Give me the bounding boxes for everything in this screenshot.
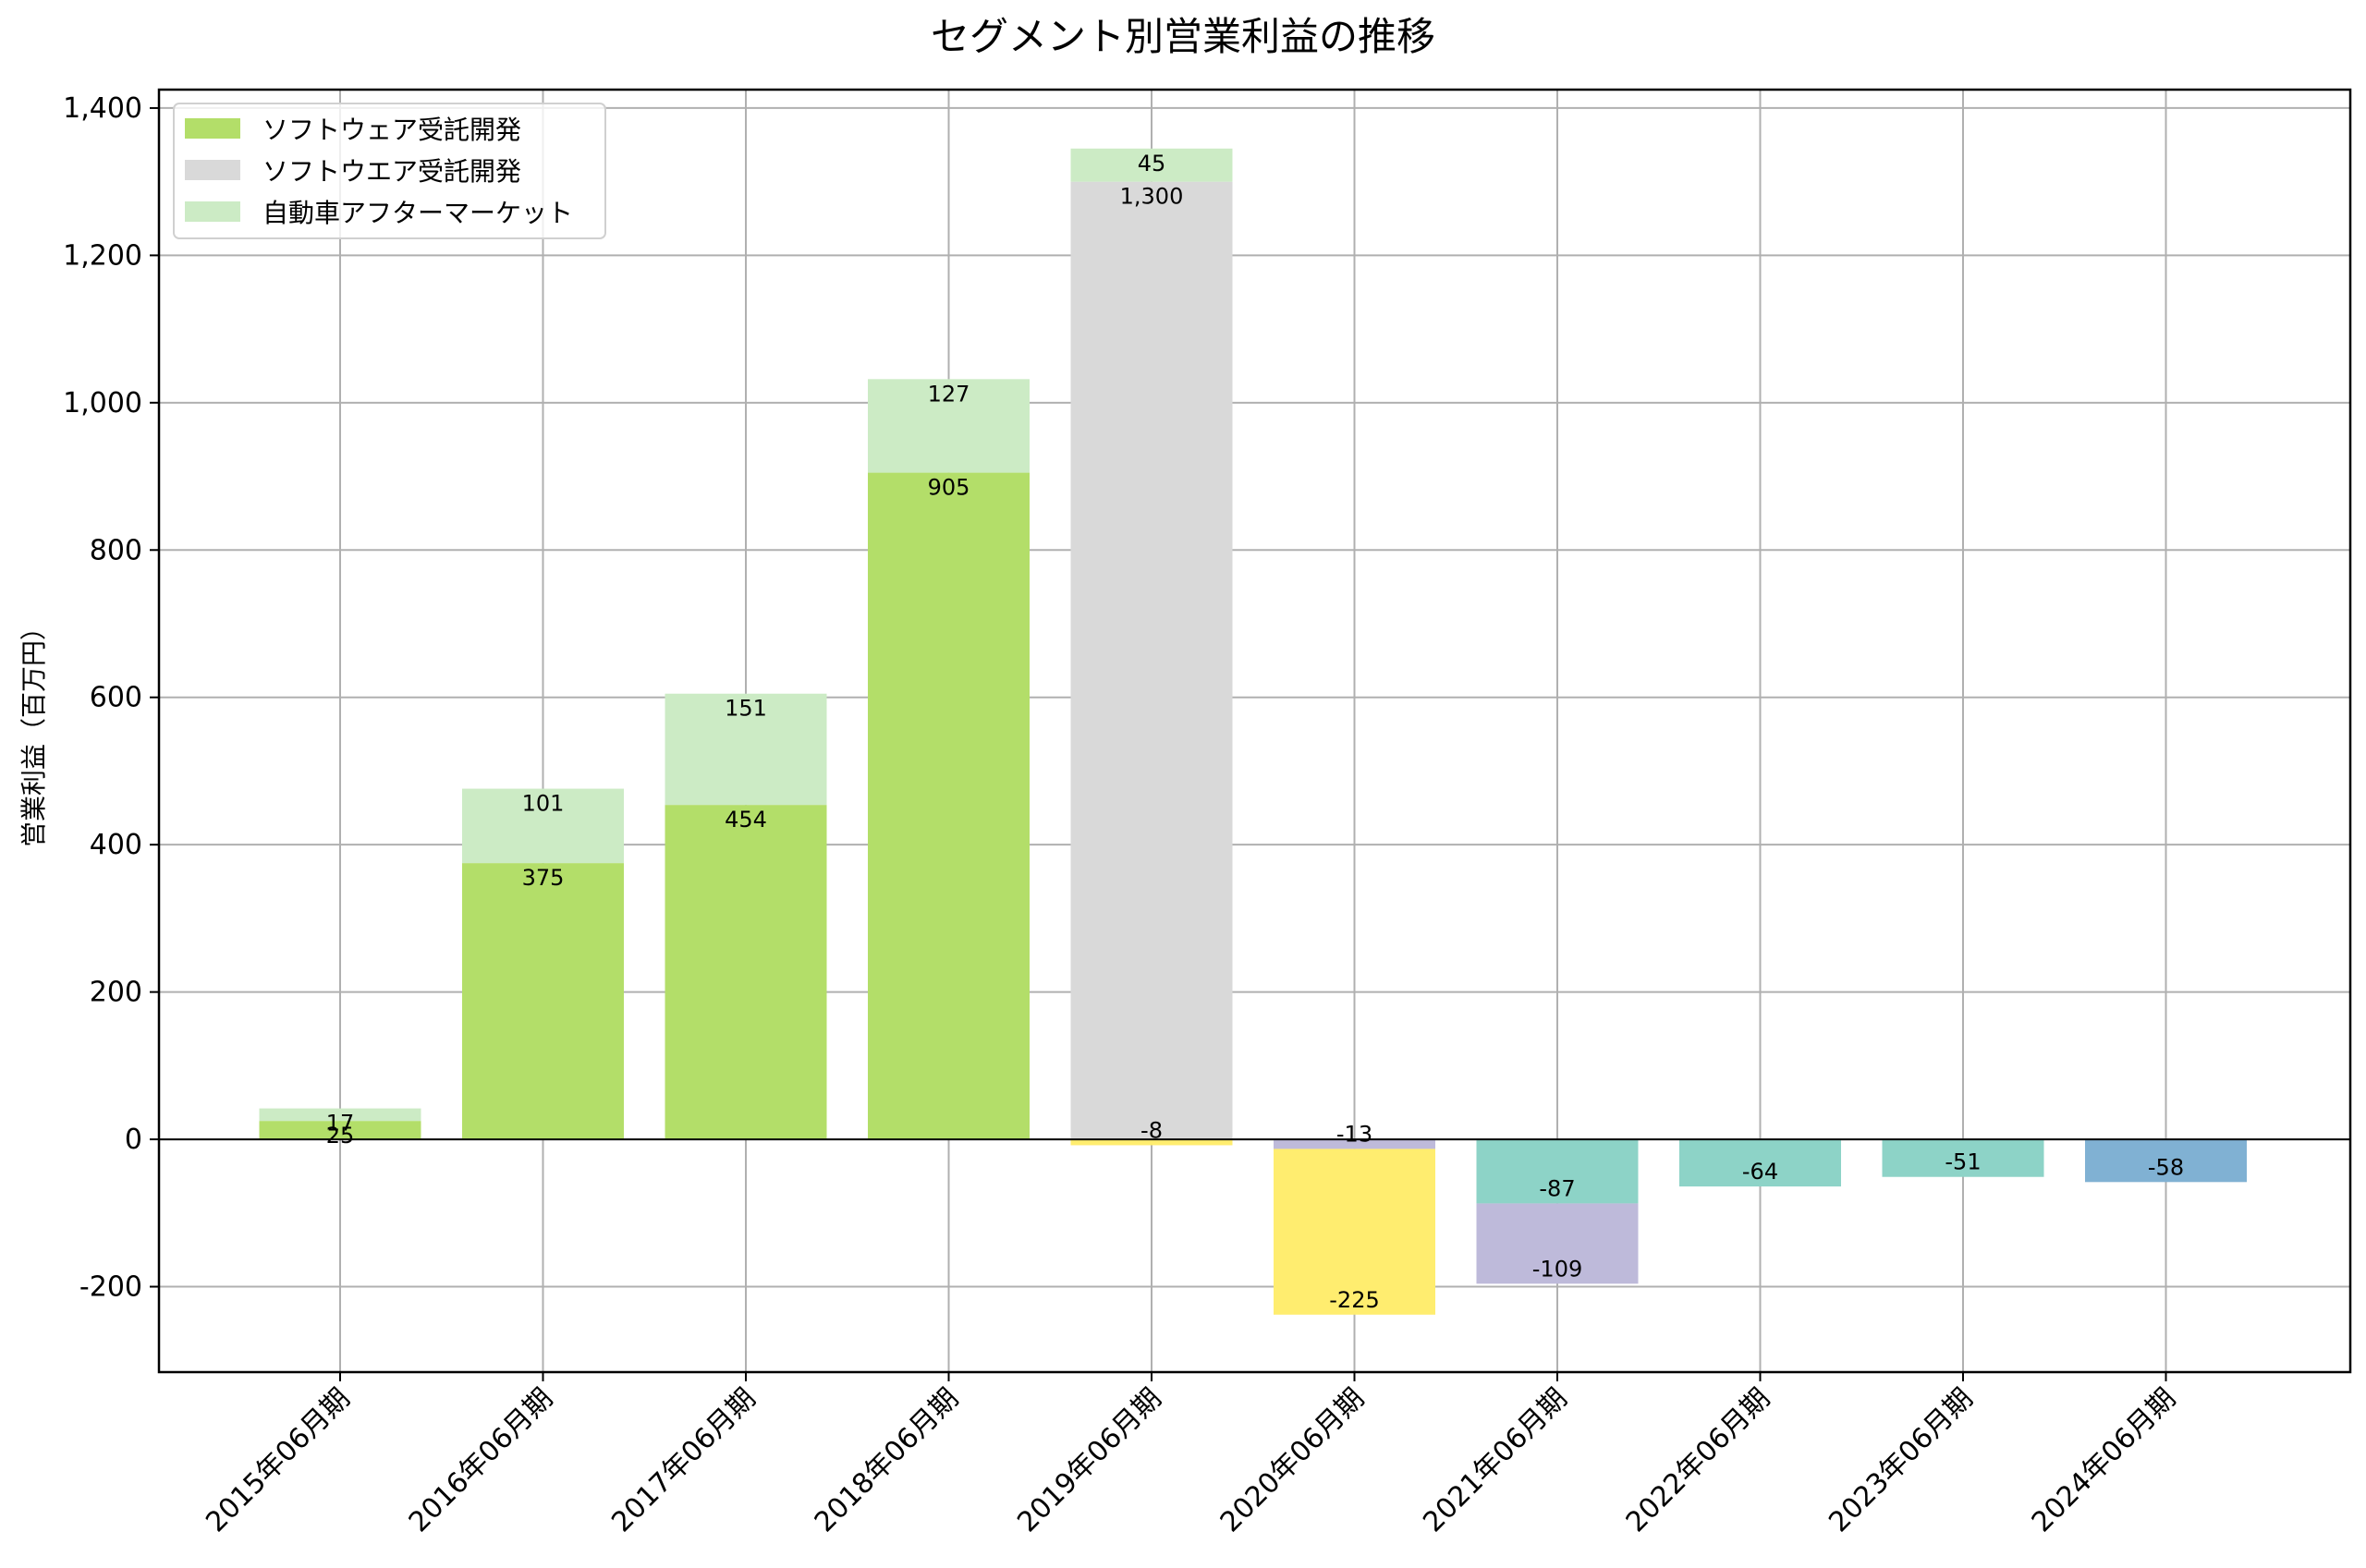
bar-segment	[1476, 1203, 1639, 1284]
x-tick-label: 2020年06月期	[1214, 1382, 1371, 1538]
legend-item-label: ソフトウェア受託開発	[262, 115, 521, 145]
y-tick-label: -200	[79, 1271, 142, 1304]
bar-value-label: -8	[1140, 1117, 1163, 1143]
legend-box	[173, 103, 606, 239]
bar-segment	[1070, 148, 1233, 182]
bar-segment	[1070, 1139, 1233, 1146]
bar-segment	[2085, 1139, 2247, 1183]
bar-value-label: 375	[522, 865, 565, 891]
bar-segment	[868, 379, 1030, 473]
bar-segment	[462, 863, 624, 1140]
bar-value-label: -13	[1336, 1121, 1372, 1147]
bar-value-label: 905	[928, 475, 970, 501]
x-tick-label: 2015年06月期	[200, 1382, 356, 1538]
legend-swatch	[185, 118, 240, 139]
bar-value-label: 454	[725, 807, 767, 833]
x-axis-ticks: 2015年06月期 2016年06月期 2017年06月期 2018年06月期 2019…	[200, 1372, 2182, 1538]
bar-value-label: -87	[1539, 1175, 1575, 1201]
x-tick-label: 2021年06月期	[1417, 1382, 1573, 1538]
bar-value-label: -51	[1945, 1149, 1981, 1175]
grid-lines	[159, 90, 2350, 1372]
bar-value-label: 1,300	[1120, 184, 1184, 210]
bar-segment	[259, 1121, 421, 1140]
bar-value-label: -109	[1532, 1256, 1582, 1282]
x-tick-label: 2024年06月期	[2026, 1382, 2182, 1538]
bar-segment	[462, 788, 624, 864]
bar-segment	[665, 805, 827, 1140]
x-tick-label: 2019年06月期	[1011, 1382, 1167, 1538]
chart-title: セグメント別営業利益の推移	[931, 14, 1435, 59]
x-tick-label: 2023年06月期	[1823, 1382, 1979, 1538]
bar-value-label: -64	[1742, 1159, 1778, 1185]
y-tick-label: 1,200	[63, 239, 142, 272]
y-tick-label: 0	[125, 1124, 142, 1156]
bar-value-label: 25	[326, 1123, 355, 1149]
bar-segment	[1274, 1139, 1435, 1149]
x-tick-label: 2016年06月期	[403, 1382, 559, 1538]
y-axis-ticks: -200 0 200 400 600 800 1,000 1,200 1,400	[63, 92, 159, 1304]
bar-value-label: -225	[1329, 1287, 1379, 1313]
y-tick-label: 200	[90, 977, 142, 1009]
bar-value-label: 45	[1138, 151, 1166, 176]
bar-segment	[1679, 1139, 1841, 1187]
bar-segment	[868, 472, 1030, 1140]
y-tick-label: 1,000	[63, 387, 142, 419]
bar-value-label: -58	[2148, 1154, 2184, 1180]
y-tick-label: 1,400	[63, 92, 142, 125]
bar-segment	[1882, 1139, 2044, 1177]
bar-value-label: 101	[522, 791, 565, 817]
x-tick-label: 2017年06月期	[605, 1382, 762, 1538]
x-tick-label: 2018年06月期	[809, 1382, 965, 1538]
bar-segment	[1070, 181, 1233, 1140]
bar-value-label: 127	[928, 381, 970, 407]
y-axis-label: 営業利益（百万円）	[18, 614, 49, 847]
y-tick-label: 600	[90, 682, 142, 714]
y-tick-label: 400	[90, 829, 142, 861]
bar-segment	[665, 693, 827, 806]
bar-segment	[1274, 1149, 1435, 1315]
bar-value-label: 17	[326, 1111, 355, 1136]
legend-swatch	[185, 160, 240, 180]
legend-item-label: ソフトウエア受託開発	[262, 156, 521, 187]
plot-frame	[157, 88, 2352, 1374]
y-tick-label: 800	[90, 534, 142, 566]
bars	[259, 148, 2247, 1315]
legend-item-label: 自動車アフターマーケット	[262, 198, 573, 228]
legend-swatch	[185, 201, 240, 222]
bar-segment	[259, 1108, 421, 1122]
bar-value-label: 151	[725, 696, 767, 722]
bar-segment	[1476, 1139, 1639, 1204]
x-tick-label: 2022年06月期	[1620, 1382, 1776, 1538]
